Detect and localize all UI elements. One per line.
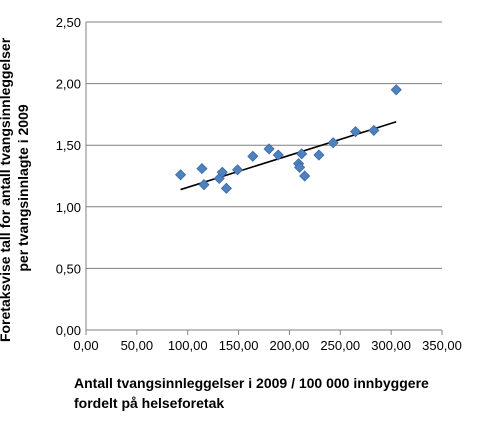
- x-tick-label: 300,00: [371, 338, 411, 353]
- data-point: [198, 179, 210, 191]
- data-point: [272, 149, 284, 161]
- x-tick-labels: 0,00 50,00 100,00 150,00 200,00 250,00 300,00 3…: [73, 338, 462, 353]
- data-point: [196, 163, 208, 175]
- x-axis-title-line-2: fordelt på helseforetak: [74, 395, 225, 411]
- data-point: [247, 150, 259, 162]
- x-tick-label: 50,00: [121, 338, 154, 353]
- data-point: [349, 126, 362, 138]
- y-tick-label: 2,00: [56, 77, 81, 92]
- y-axis-title: Foretaksvise tall for antall tvangsinnle…: [0, 34, 31, 342]
- x-tick-label: 150,00: [219, 338, 259, 353]
- y-axis-title-line-2: per tvangsinnlagte i 2009: [15, 104, 31, 271]
- data-point: [175, 169, 187, 181]
- data-point: [231, 164, 244, 176]
- data-point: [390, 84, 402, 96]
- x-tick-label: 350,00: [422, 338, 462, 353]
- data-points: [175, 84, 402, 194]
- y-tick-label: 2,50: [56, 15, 81, 30]
- axes: [85, 22, 443, 335]
- x-tick-label: 250,00: [320, 338, 360, 353]
- x-tick-label: 200,00: [270, 338, 310, 353]
- data-point: [294, 161, 306, 173]
- data-point: [263, 143, 275, 155]
- data-point: [313, 149, 325, 161]
- gridlines: [86, 21, 442, 269]
- x-axis-title-line-1: Antall tvangsinnleggelser i 2009 / 100 0…: [74, 375, 429, 391]
- data-point: [368, 124, 380, 136]
- y-tick-label: 0,00: [56, 323, 81, 338]
- data-point: [327, 137, 339, 149]
- x-tick-label: 100,00: [168, 338, 208, 353]
- data-point: [220, 182, 232, 194]
- x-tick-label: 0,00: [73, 338, 98, 353]
- data-point: [299, 170, 311, 182]
- y-tick-label: 1,50: [56, 138, 81, 153]
- y-tick-label: 0,50: [56, 261, 81, 276]
- data-point: [296, 148, 308, 160]
- y-tick-labels: 0,00 0,50 1,00 1,50 2,00 2,50: [56, 15, 81, 338]
- data-point: [216, 166, 228, 178]
- trendline: [180, 121, 397, 191]
- y-axis-title-line-1: Foretaksvise tall for antall tvangsinnle…: [0, 37, 13, 342]
- x-axis-title: Antall tvangsinnleggelser i 2009 / 100 0…: [74, 373, 494, 413]
- trendline-group: [180, 121, 397, 191]
- y-tick-label: 1,00: [56, 200, 81, 215]
